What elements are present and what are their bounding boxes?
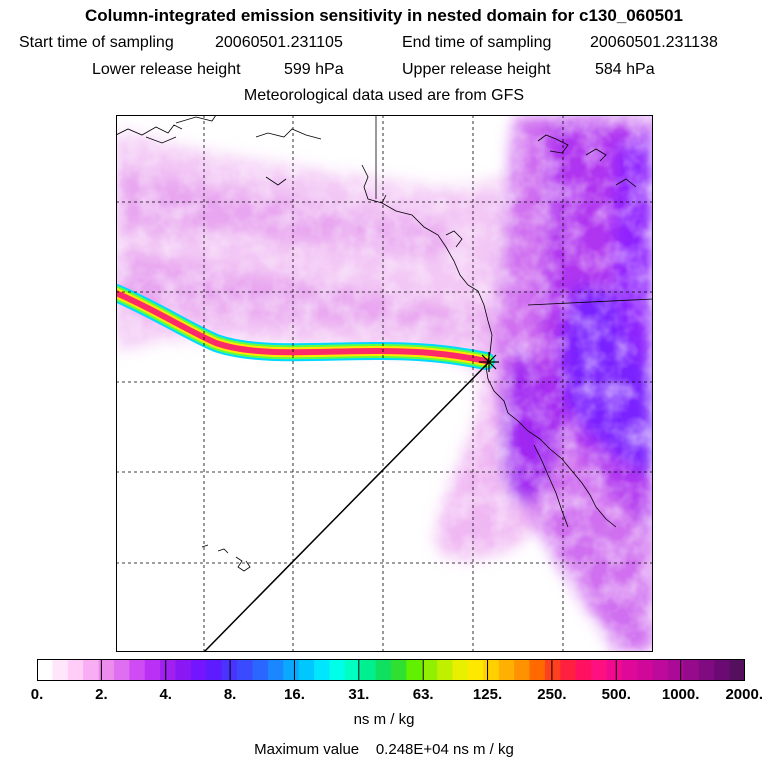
color-scale-cell bbox=[514, 659, 531, 681]
color-scale-cell bbox=[67, 659, 84, 681]
maximum-value-label: Maximum value bbox=[254, 741, 360, 758]
color-scale-cell bbox=[467, 659, 484, 681]
color-scale-cell bbox=[544, 659, 561, 681]
sensitivity-map bbox=[116, 115, 653, 652]
color-scale-cell bbox=[729, 659, 745, 681]
color-scale-cell bbox=[190, 659, 207, 681]
color-scale-cell bbox=[498, 659, 515, 681]
color-scale-cell bbox=[591, 659, 608, 681]
color-scale-cell bbox=[683, 659, 700, 681]
plume-trajectory bbox=[116, 284, 495, 370]
plot-title: Column-integrated emission sensitivity i… bbox=[84, 6, 684, 25]
color-scale-frame bbox=[37, 659, 745, 681]
color-scale-label: 0. bbox=[30, 686, 44, 703]
color-scale-cell bbox=[375, 659, 392, 681]
color-scale-cell bbox=[344, 659, 361, 681]
color-scale-cell bbox=[483, 659, 500, 681]
color-scale-cell bbox=[314, 659, 331, 681]
color-scale-label: 500. bbox=[601, 686, 631, 703]
color-scale-cell bbox=[637, 659, 654, 681]
color-scale-cell bbox=[83, 659, 100, 681]
color-scale-label: 2. bbox=[95, 686, 108, 703]
color-scale-cell bbox=[329, 659, 346, 681]
map-frame bbox=[116, 115, 653, 652]
color-scale-label: 16. bbox=[284, 686, 305, 703]
color-scale-cell bbox=[652, 659, 669, 681]
diagonal-track-line bbox=[203, 361, 490, 652]
color-scale-cell bbox=[113, 659, 130, 681]
color-scale-cell bbox=[621, 659, 638, 681]
color-scale-label: 63. bbox=[412, 686, 434, 703]
color-scale-cell bbox=[714, 659, 731, 681]
color-scale-cell bbox=[52, 659, 69, 681]
end-time-label: End time of sampling bbox=[402, 34, 552, 51]
color-scale-cell bbox=[529, 659, 546, 681]
end-time-value: 20060501.231138 bbox=[590, 34, 718, 51]
color-scale-cell bbox=[360, 659, 377, 681]
color-scale-cell bbox=[160, 659, 177, 681]
color-scale-ticks bbox=[100, 659, 682, 681]
color-scale-cell bbox=[391, 659, 407, 681]
color-scale-cell bbox=[283, 659, 300, 681]
color-scale-cell bbox=[406, 659, 423, 681]
lower-height-label: Lower release height bbox=[92, 61, 241, 78]
color-scale-label: 4. bbox=[159, 686, 172, 703]
color-scale-cell bbox=[298, 659, 315, 681]
color-scale-cell bbox=[267, 659, 284, 681]
color-scale-cell bbox=[668, 659, 685, 681]
start-time-value: 20060501.231105 bbox=[215, 34, 343, 51]
color-scale-cell bbox=[421, 659, 438, 681]
start-time-label: Start time of sampling bbox=[19, 34, 174, 51]
units-label: ns m / kg bbox=[353, 711, 415, 728]
lower-height-value: 599 hPa bbox=[284, 61, 344, 78]
color-scale-cell bbox=[575, 659, 592, 681]
color-scale-cell bbox=[98, 659, 115, 681]
color-scale-cell bbox=[560, 659, 577, 681]
color-scale-label: 31. bbox=[348, 686, 370, 703]
color-scale-cell bbox=[175, 659, 192, 681]
color-scale-label: 2000. bbox=[725, 686, 763, 703]
upper-height-value: 584 hPa bbox=[595, 61, 655, 78]
color-scale-label: 125. bbox=[472, 686, 503, 703]
color-scale-cell bbox=[452, 659, 469, 681]
color-scale-cell bbox=[252, 659, 269, 681]
color-scale-cell bbox=[144, 659, 161, 681]
upper-height-label: Upper release height bbox=[402, 61, 551, 78]
color-scale-bar bbox=[37, 659, 745, 681]
star-burst-icon bbox=[479, 352, 499, 372]
color-scale-cell bbox=[206, 659, 223, 681]
color-scale-label: 250. bbox=[537, 686, 567, 703]
color-scale-label: 8. bbox=[223, 686, 237, 703]
color-scale-cell bbox=[37, 659, 53, 681]
color-scale-cell bbox=[606, 659, 623, 681]
met-data-line: Meteorological data used are from GFS bbox=[243, 87, 525, 104]
color-scale-cell bbox=[437, 659, 454, 681]
color-scale-cell bbox=[237, 659, 254, 681]
sensitivity-field bbox=[116, 115, 653, 652]
color-scale-cell bbox=[129, 659, 146, 681]
maximum-value-line: Maximum value 0.248E+04 ns m / kg bbox=[0, 741, 768, 758]
color-scale-cells bbox=[37, 659, 745, 681]
color-scale-label: 1000. bbox=[661, 686, 700, 703]
maximum-value: 0.248E+04 ns m / kg bbox=[375, 741, 514, 758]
color-scale-cell bbox=[698, 659, 715, 681]
